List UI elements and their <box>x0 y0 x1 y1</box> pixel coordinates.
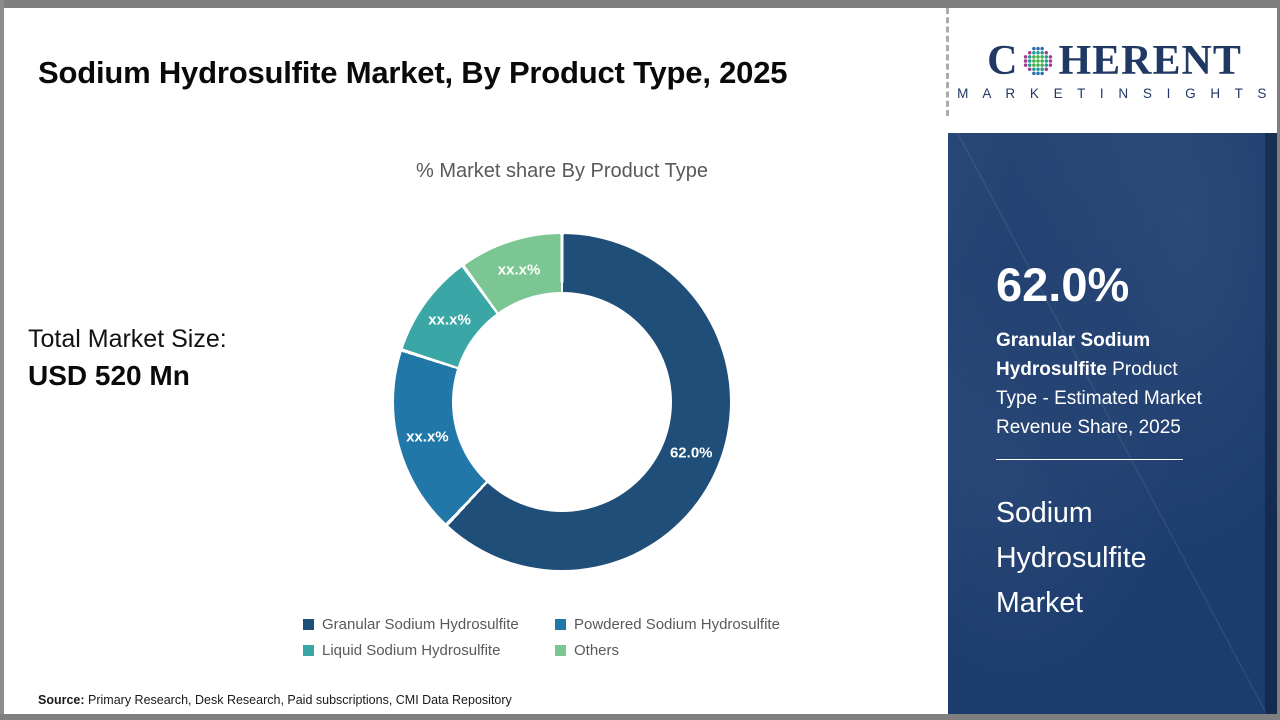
total-market-size-value: USD 520 Mn <box>28 360 190 391</box>
chart-subtitle: % Market share By Product Type <box>416 160 708 182</box>
sidebar-stat-description: Granular Sodium Hydrosulfite Product Typ… <box>996 326 1208 442</box>
slice-label: xx.x% <box>428 311 471 329</box>
total-market-size-label: Total Market Size: <box>28 325 227 353</box>
frame-left-bar <box>0 0 4 720</box>
sidebar-stat-value: 62.0% <box>996 258 1130 311</box>
logo-letter-c: C <box>987 38 1019 84</box>
slice-label: xx.x% <box>406 428 449 446</box>
sidebar-stat-rest: Product Type - Estimated Market Revenue … <box>996 359 1202 438</box>
sidebar: 62.0% Granular Sodium Hydrosulfite Produ… <box>948 133 1277 714</box>
legend-item: Granular Sodium Hydrosulfite <box>303 616 555 633</box>
legend-label: Others <box>574 642 620 659</box>
legend-label: Granular Sodium Hydrosulfite <box>322 616 519 633</box>
legend-item: Liquid Sodium Hydrosulfite <box>303 642 555 659</box>
slice-label: xx.x% <box>497 261 541 279</box>
page-title: Sodium Hydrosulfite Market, By Product T… <box>38 54 788 90</box>
globe-dots-icon <box>1024 46 1053 76</box>
legend-swatch <box>303 645 314 656</box>
legend-label: Liquid Sodium Hydrosulfite <box>322 642 501 659</box>
legend-swatch <box>555 619 566 630</box>
legend-item: Powdered Sodium Hydrosulfite <box>555 616 780 633</box>
sidebar-market-name: Sodium Hydrosulfite Market <box>996 497 1147 619</box>
source-label: Source: <box>38 693 85 707</box>
frame-right-bar <box>1277 0 1280 720</box>
frame-bottom-bar <box>0 714 1280 720</box>
source-note: Source: Primary Research, Desk Research,… <box>38 693 512 707</box>
dashed-separator <box>946 8 949 116</box>
sidebar-stat-segment: Granular Sodium Hydrosulfite <box>996 330 1151 380</box>
legend-item: Others <box>555 642 780 659</box>
legend-swatch <box>555 645 566 656</box>
logo-wordmark: C HERENT <box>987 40 1242 82</box>
sidebar-divider <box>996 459 1183 460</box>
donut-chart: 62.0% xx.x% xx.x% xx.x% <box>394 234 730 570</box>
frame-top-bar <box>0 0 1280 8</box>
donut-hole <box>452 292 672 512</box>
slice-label: 62.0% <box>669 444 713 462</box>
source-text: Primary Research, Desk Research, Paid su… <box>84 693 512 707</box>
total-market-size: Total Market Size: USD 520 Mn <box>28 325 227 392</box>
legend-swatch <box>303 619 314 630</box>
logo-tagline: M A R K E T I N S I G H T S <box>957 86 1272 101</box>
legend-label: Powdered Sodium Hydrosulfite <box>574 616 780 633</box>
logo: C HERENT M A R K E T I N S I G H T S <box>952 8 1277 133</box>
chart-legend: Granular Sodium Hydrosulfite Powdered So… <box>303 616 780 659</box>
logo-word-rest: HERENT <box>1058 38 1242 84</box>
